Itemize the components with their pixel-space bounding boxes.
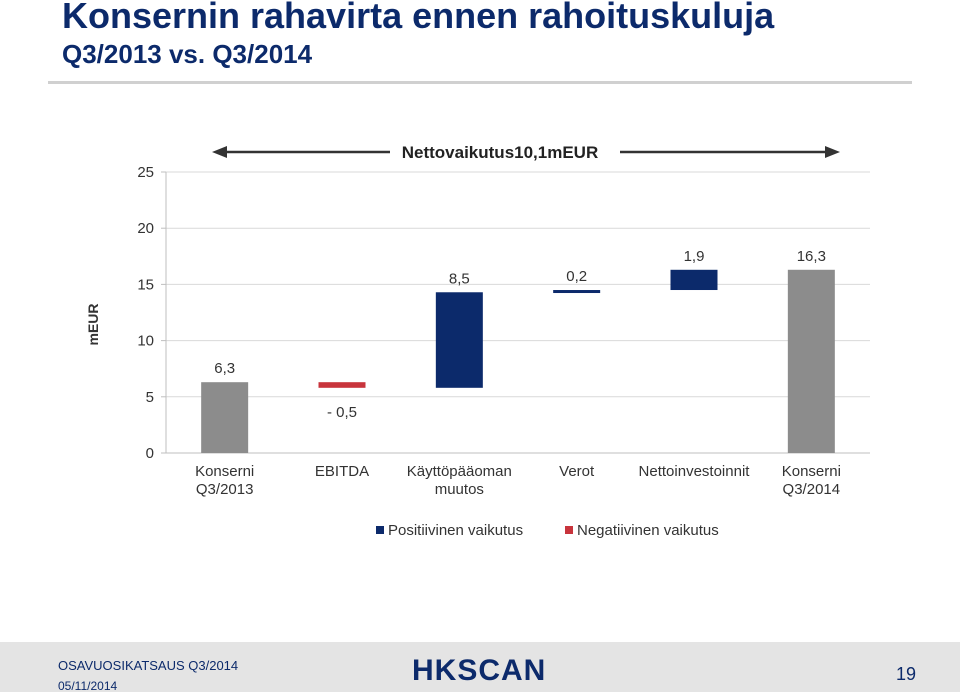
footer-date: 05/11/2014 — [58, 679, 118, 693]
y-tick-label: 5 — [146, 389, 154, 406]
arrow-head-left — [212, 146, 227, 158]
bar-total — [201, 382, 249, 453]
y-tick-label: 20 — [137, 220, 154, 237]
data-label: 6,3 — [214, 360, 235, 377]
y-tick-label: 25 — [137, 164, 154, 181]
legend-label: Negatiivinen vaikutus — [577, 522, 719, 539]
legend-swatch — [565, 526, 573, 534]
y-tick-label: 15 — [137, 276, 154, 293]
bar-negative — [318, 382, 366, 388]
bar-positive — [553, 290, 601, 294]
legend-label: Positiivinen vaikutus — [388, 522, 523, 539]
category-label: Verot — [559, 463, 595, 480]
y-tick-label: 0 — [146, 445, 154, 462]
bar-positive — [670, 269, 718, 291]
y-tick-label: 10 — [137, 333, 154, 350]
data-label: 0,2 — [566, 268, 587, 285]
legend-swatch — [376, 526, 384, 534]
category-label: Konserni Q3/2014 — [782, 463, 841, 498]
slide-subtitle: Q3/2013 vs. Q3/2014 — [62, 39, 313, 69]
category-label: Nettoinvestoinnit — [639, 463, 751, 480]
bar-positive — [435, 292, 483, 388]
footer-report-name: OSAVUOSIKATSAUS Q3/2014 — [58, 658, 239, 673]
data-label: - 0,5 — [327, 404, 357, 421]
data-label: 1,9 — [684, 248, 705, 265]
data-label: 8,5 — [449, 270, 470, 287]
title-divider — [48, 81, 912, 84]
category-label: Käyttöpääoman muutos — [407, 463, 512, 498]
bar-total — [787, 269, 835, 453]
category-label: EBITDA — [315, 463, 369, 480]
data-label: 16,3 — [797, 248, 826, 265]
page-number: 19 — [895, 664, 916, 684]
category-label: Konserni Q3/2013 — [195, 463, 254, 498]
y-axis-title: mEUR — [85, 303, 101, 345]
arrow-head-right — [825, 146, 840, 158]
company-logo: HKSCAN — [412, 654, 547, 687]
slide-title: Konsernin rahavirta ennen rahoituskuluja — [62, 0, 775, 36]
waterfall-chart: 0 5 10 15 20 25 mEUR 6,3 - 0,5 8,5 0,2 1,9 16,3 Konse… — [85, 143, 870, 539]
footer-bar: OSAVUOSIKATSAUS Q3/2014 05/11/2014 HKSCA… — [0, 642, 960, 693]
net-effect-annotation: Nettovaikutus10,1mEUR — [402, 143, 599, 162]
